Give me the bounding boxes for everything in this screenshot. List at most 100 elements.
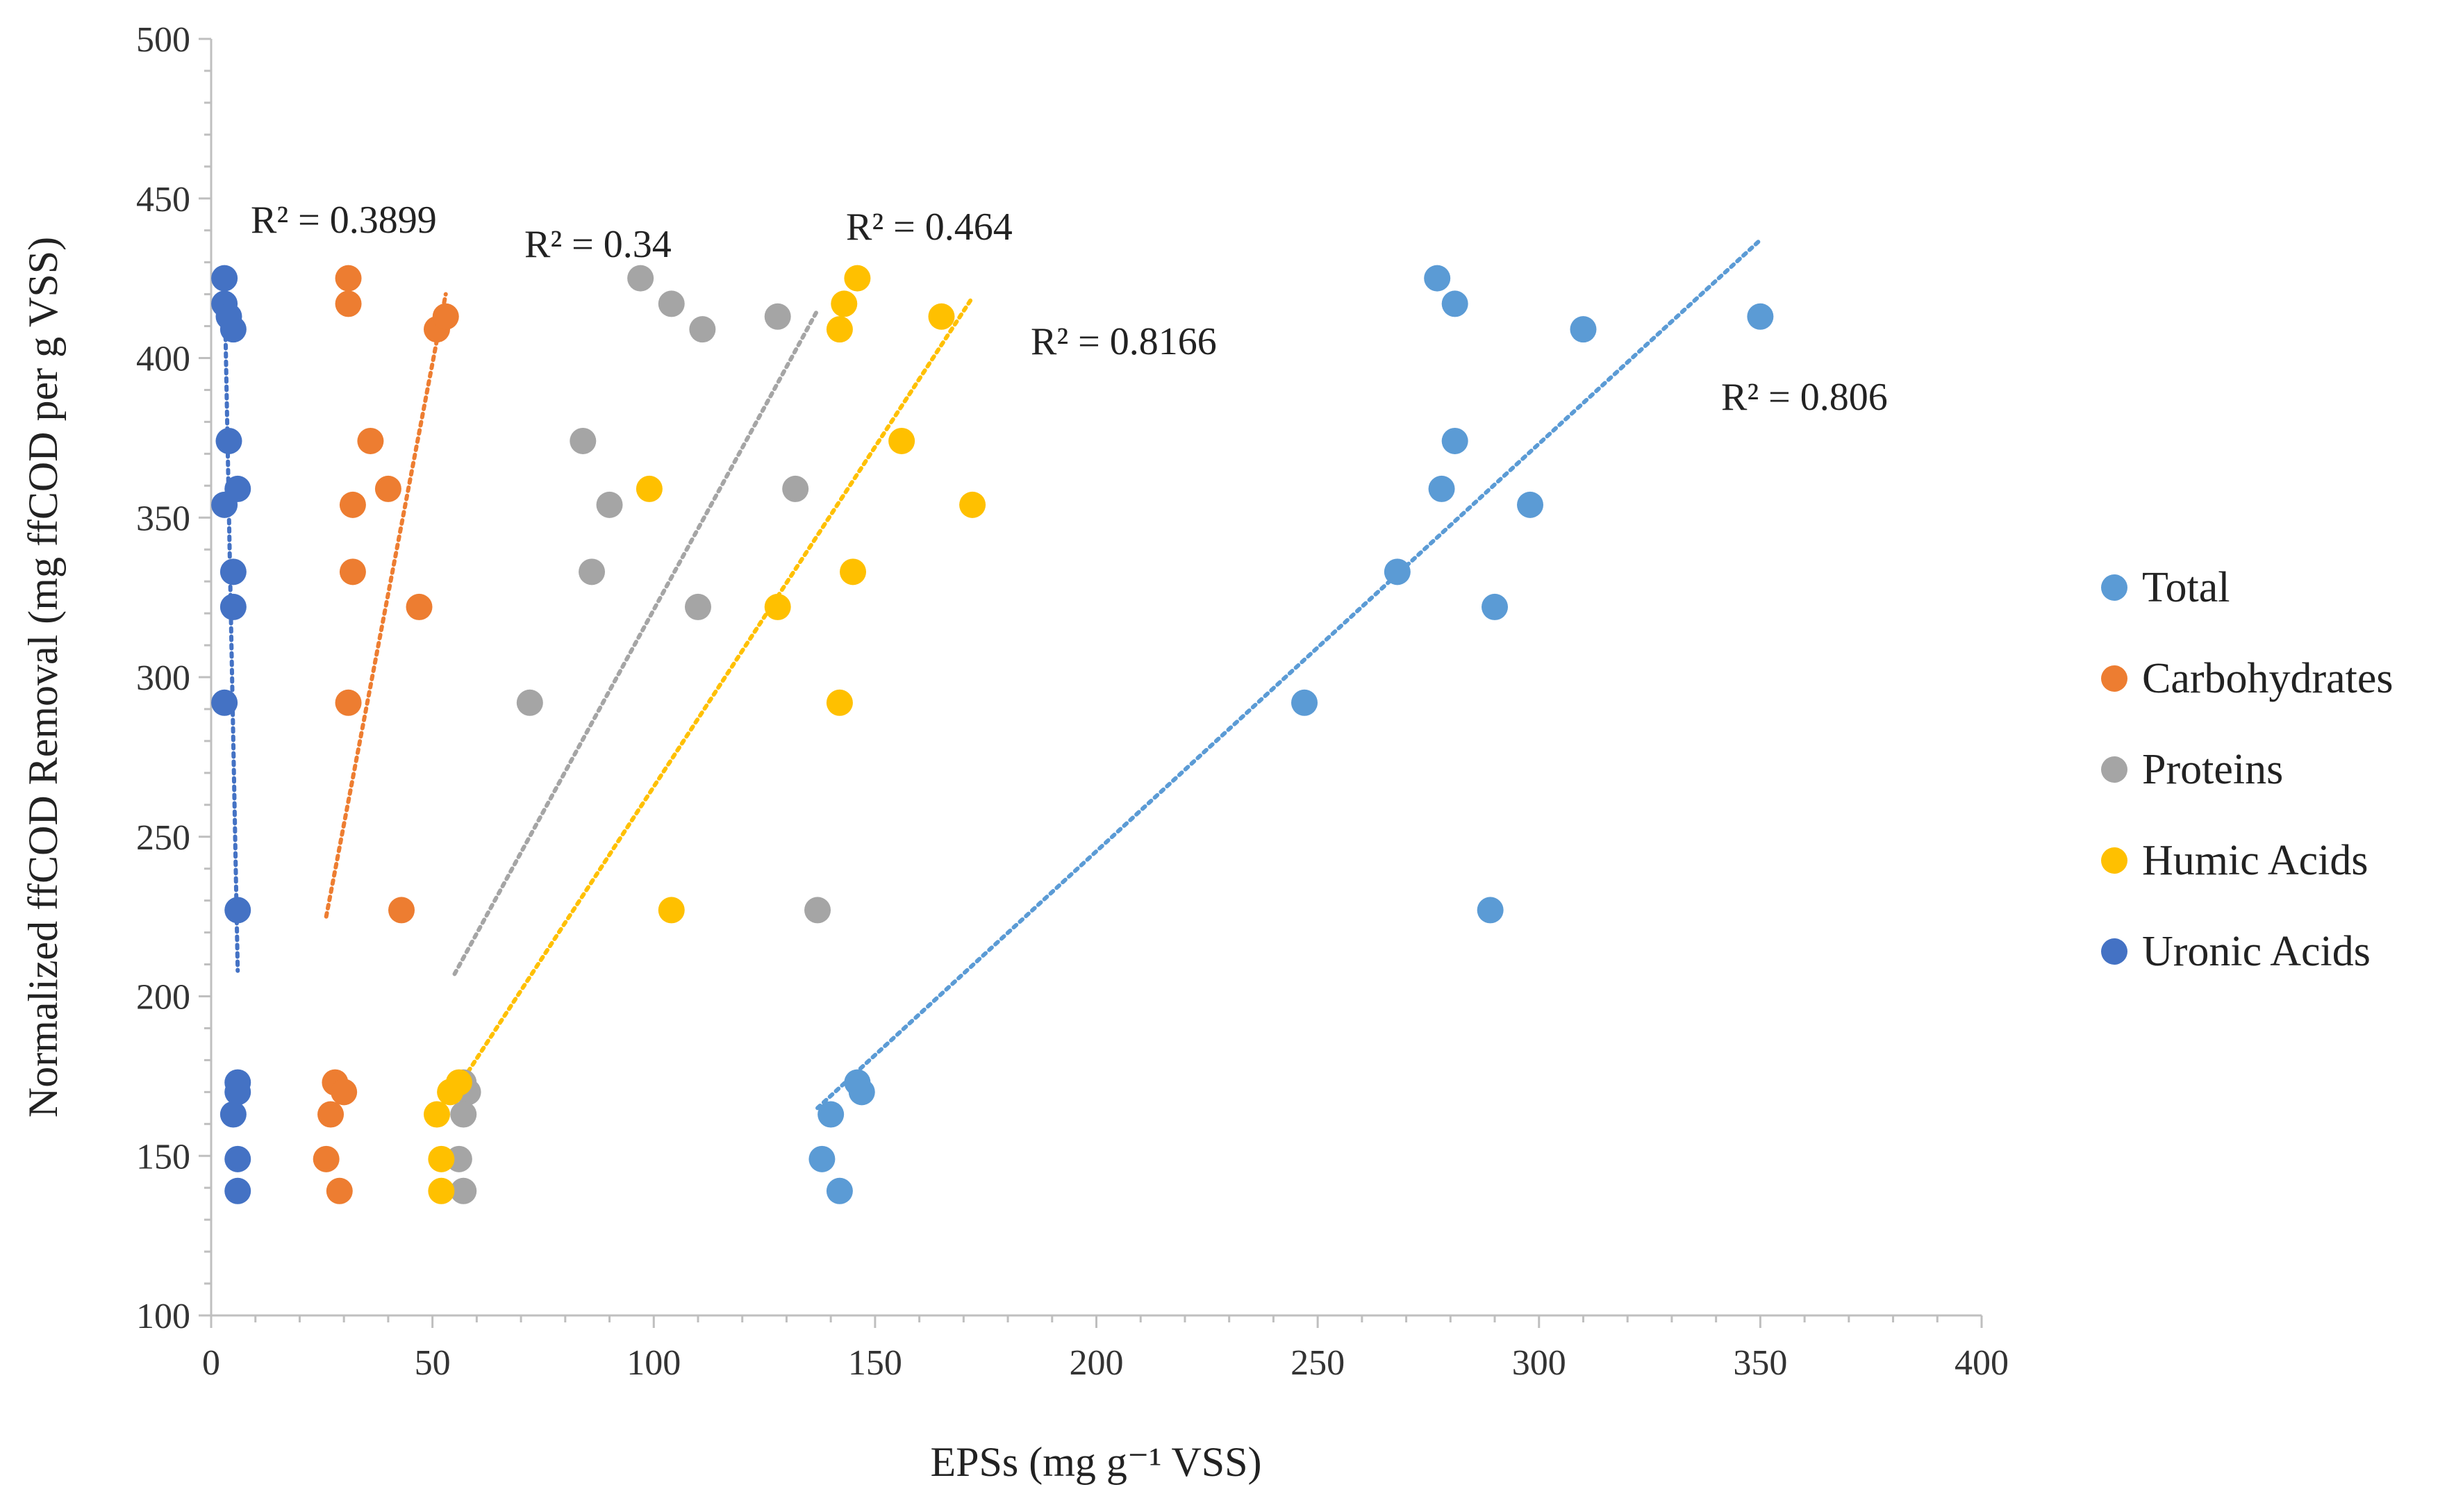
x-tick-label: 250	[1291, 1343, 1345, 1383]
x-tick-label: 200	[1070, 1343, 1124, 1383]
point-total	[848, 1079, 875, 1106]
point-carbohydrates	[357, 427, 384, 454]
point-humic-acids	[437, 1079, 464, 1106]
point-carbohydrates	[432, 303, 459, 330]
point-humic-acids	[831, 290, 858, 317]
point-proteins	[450, 1177, 477, 1204]
point-total	[1441, 427, 1468, 454]
legend-marker-total	[2101, 574, 2127, 601]
legend: Total Carbohydrates Proteins Humic Acids Uro…	[2101, 564, 2393, 975]
point-humic-acids	[959, 491, 986, 518]
point-proteins	[764, 303, 791, 330]
y-tick-label: 250	[136, 818, 190, 858]
r2-labels: R² = 0.806 R² = 0.34 R² = 0.464 R² = 0.8166…	[251, 199, 1888, 419]
x-tick-label: 300	[1512, 1343, 1566, 1383]
point-uronic-acids	[224, 1145, 251, 1172]
legend-marker-proteins	[2101, 756, 2127, 783]
trendline-carbohydrates	[324, 292, 448, 919]
point-total	[1517, 491, 1544, 518]
point-humic-acids	[888, 427, 915, 454]
legend-label-humic-acids: Humic Acids	[2142, 837, 2368, 884]
point-proteins	[782, 475, 809, 502]
y-tick-label: 400	[136, 340, 190, 379]
point-carbohydrates	[317, 1101, 345, 1128]
point-uronic-acids	[224, 1079, 251, 1106]
point-uronic-acids	[211, 265, 238, 292]
point-proteins	[804, 897, 831, 924]
point-humic-acids	[428, 1177, 455, 1204]
legend-marker-uronic-acids	[2101, 938, 2127, 965]
point-humic-acids	[636, 475, 663, 502]
legend-label-total: Total	[2142, 564, 2230, 611]
point-total	[826, 1177, 853, 1204]
point-humic-acids	[658, 897, 685, 924]
x-tick-label: 350	[1733, 1343, 1787, 1383]
x-tick-label: 100	[627, 1343, 681, 1383]
r2-label-humic-acids: R² = 0.8166	[1031, 320, 1217, 363]
point-total	[818, 1101, 845, 1128]
point-humic-acids	[928, 303, 955, 330]
trendline-proteins	[452, 308, 820, 977]
point-carbohydrates	[406, 593, 433, 620]
point-uronic-acids	[219, 593, 247, 620]
point-total	[1747, 303, 1774, 330]
point-total	[1424, 265, 1451, 292]
point-total	[808, 1145, 836, 1172]
point-proteins	[689, 316, 716, 343]
r2-label-carbohydrates: R² = 0.34	[524, 223, 672, 266]
point-proteins	[658, 290, 685, 317]
y-tick-label: 200	[136, 978, 190, 1017]
y-tick-label: 500	[136, 20, 190, 60]
point-total	[1482, 593, 1509, 620]
point-uronic-acids	[215, 303, 242, 330]
data-points	[211, 265, 1774, 1204]
x-axis-title: EPSs (mg g⁻¹ VSS)	[930, 1439, 1261, 1485]
point-humic-acids	[428, 1145, 455, 1172]
point-uronic-acids	[215, 427, 242, 454]
point-humic-acids	[826, 689, 853, 716]
y-tick-label: 450	[136, 180, 190, 219]
legend-label-carbohydrates: Carbohydrates	[2142, 655, 2393, 702]
point-carbohydrates	[313, 1145, 340, 1172]
x-tick-label: 400	[1955, 1343, 2009, 1383]
point-humic-acids	[844, 265, 871, 292]
legend-marker-humic-acids	[2101, 847, 2127, 874]
point-carbohydrates	[335, 290, 362, 317]
trendline-total	[815, 238, 1763, 1111]
point-carbohydrates	[326, 1177, 353, 1204]
point-uronic-acids	[224, 897, 251, 924]
y-tick-label: 100	[136, 1297, 190, 1336]
point-proteins	[570, 427, 597, 454]
point-uronic-acids	[211, 689, 238, 716]
y-tick-label: 300	[136, 658, 190, 698]
point-carbohydrates	[335, 265, 362, 292]
trendline-uronic-acids	[222, 276, 240, 973]
x-tick-label: 50	[415, 1343, 451, 1383]
point-total	[1291, 689, 1318, 716]
point-carbohydrates	[388, 897, 415, 924]
point-proteins	[684, 593, 711, 620]
point-total	[1428, 475, 1455, 502]
point-total	[1570, 316, 1597, 343]
point-proteins	[579, 558, 606, 585]
legend-label-uronic-acids: Uronic Acids	[2142, 928, 2371, 975]
point-carbohydrates	[374, 475, 401, 502]
axes: 0 50 100 150 200 250 300 350 400 100 150 200 250 300 3…	[136, 20, 2009, 1383]
legend-marker-carbohydrates	[2101, 665, 2127, 692]
point-total	[1477, 897, 1504, 924]
trendline-humic-acids	[456, 295, 975, 1088]
point-humic-acids	[764, 593, 791, 620]
r2-label-total: R² = 0.806	[1721, 376, 1888, 419]
point-uronic-acids	[224, 1177, 251, 1204]
point-uronic-acids	[211, 491, 238, 518]
point-carbohydrates	[339, 558, 366, 585]
point-proteins	[596, 491, 623, 518]
point-total	[1384, 558, 1411, 585]
trendlines	[222, 238, 1763, 1111]
x-tick-label: 150	[848, 1343, 902, 1383]
point-proteins	[516, 689, 543, 716]
point-humic-acids	[840, 558, 867, 585]
point-proteins	[450, 1101, 477, 1128]
y-tick-label: 350	[136, 499, 190, 538]
